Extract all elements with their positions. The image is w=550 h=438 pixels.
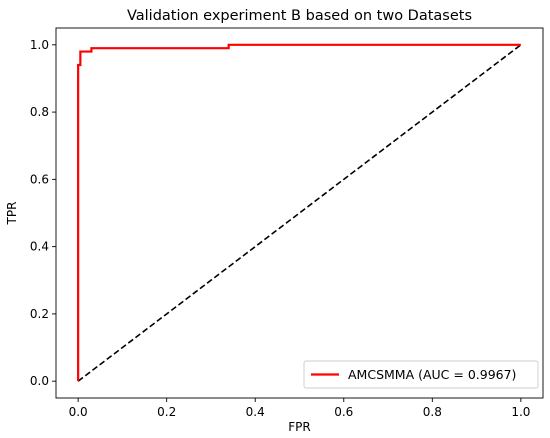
legend-label-amcsmma: AMCSMMA (AUC = 0.9967) (348, 367, 516, 382)
roc-curve-line (77, 43, 521, 382)
y-tick-label: 1.0 (30, 38, 49, 52)
y-axis-label: TPR (5, 202, 19, 226)
ticks-layer: 0.0 0.2 0.4 0.6 0.8 1.0 0.0 0.2 0.4 0.6 0.8 1.0 (30, 38, 531, 419)
plot-layer (77, 43, 522, 382)
x-tick-label: 1.0 (511, 405, 530, 419)
legend-box (303, 360, 539, 389)
chart-title: Validation experiment B based on two Dat… (127, 8, 472, 24)
x-tick-label: 0.2 (157, 405, 176, 419)
chance-diagonal-line (77, 44, 522, 382)
x-tick-label: 0.4 (246, 405, 265, 419)
y-tick-label: 0.4 (30, 240, 49, 254)
x-tick-label: 0.0 (69, 405, 88, 419)
y-tick-label: 0.2 (30, 307, 49, 321)
x-tick-label: 0.8 (423, 405, 442, 419)
x-tick-label: 0.6 (334, 405, 353, 419)
x-axis-label: FPR (288, 420, 310, 434)
y-tick-label: 0.6 (30, 172, 49, 186)
plot-frame (55, 27, 544, 399)
legend: AMCSMMA (AUC = 0.9967) (303, 360, 539, 389)
y-tick-label: 0.8 (30, 105, 49, 119)
y-tick-label: 0.0 (30, 374, 49, 388)
